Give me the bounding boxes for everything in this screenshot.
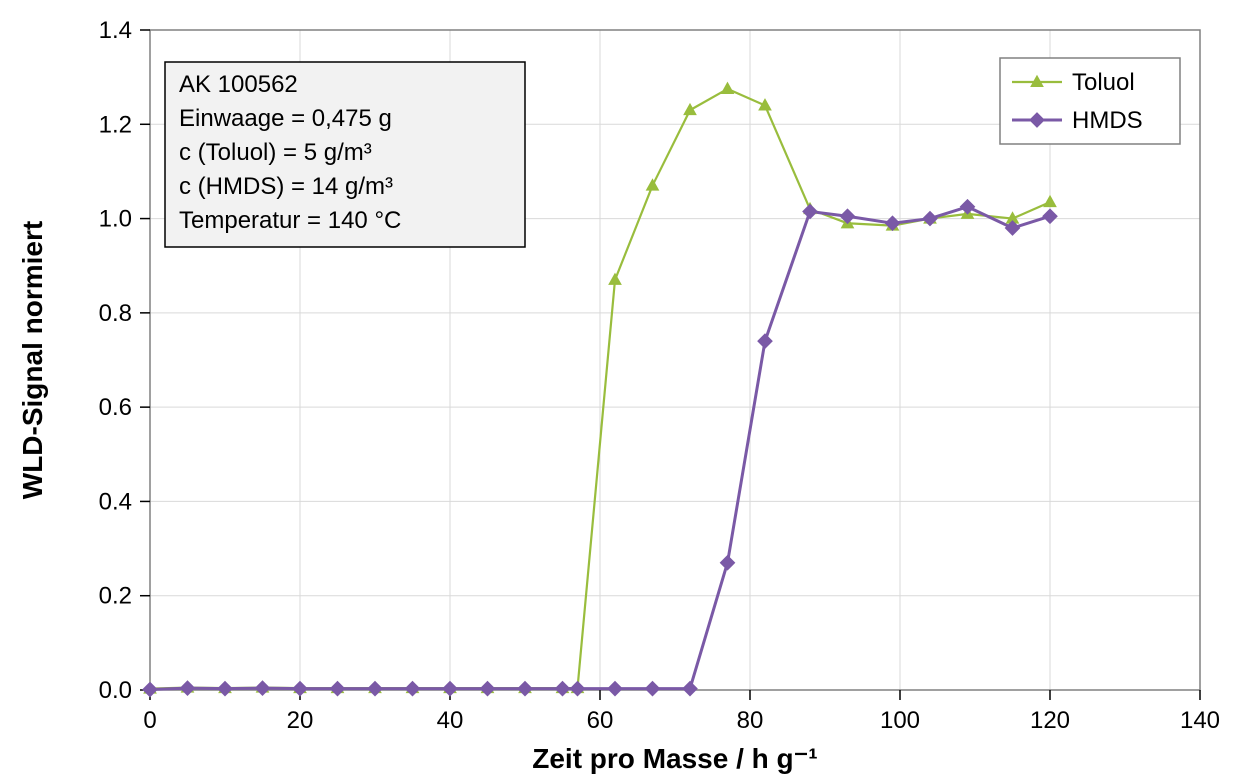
y-tick-label: 0.8 (99, 300, 132, 327)
x-tick-label: 140 (1180, 707, 1220, 734)
x-tick-label: 0 (143, 707, 156, 734)
y-tick-label: 1.0 (99, 206, 132, 233)
x-tick-label: 120 (1030, 707, 1070, 734)
legend-label: HMDS (1072, 107, 1143, 134)
y-tick-label: 0.4 (99, 488, 132, 515)
x-tick-label: 60 (587, 707, 614, 734)
chart-container: 0 20 40 60 80 100 120 140 0.0 0.2 0.4 0.6 0.8 1.0 1.2 1… (0, 0, 1248, 784)
y-tick-label: 1.4 (99, 17, 132, 44)
info-textbox-line: Einwaage = 0,475 g (179, 105, 392, 132)
info-textbox-line: AK 100562 (179, 71, 298, 98)
y-tick-label: 0.2 (99, 583, 132, 610)
info-textbox-line: c (HMDS) = 14 g/m³ (179, 173, 393, 200)
x-tick-label: 20 (287, 707, 314, 734)
y-axis-label: WLD-Signal normiert (17, 221, 48, 499)
chart-svg: 0 20 40 60 80 100 120 140 0.0 0.2 0.4 0.6 0.8 1.0 1.2 1… (0, 0, 1248, 784)
y-tick-label: 0.0 (99, 677, 132, 704)
x-tick-label: 80 (737, 707, 764, 734)
x-axis-label: Zeit pro Masse / h g⁻¹ (532, 743, 817, 774)
legend-label: Toluol (1072, 69, 1135, 96)
y-tick-label: 0.6 (99, 394, 132, 421)
info-textbox-line: c (Toluol) = 5 g/m³ (179, 139, 372, 166)
y-tick-label: 1.2 (99, 111, 132, 138)
info-textbox-line: Temperatur = 140 °C (179, 207, 401, 234)
x-tick-label: 40 (437, 707, 464, 734)
x-tick-label: 100 (880, 707, 920, 734)
